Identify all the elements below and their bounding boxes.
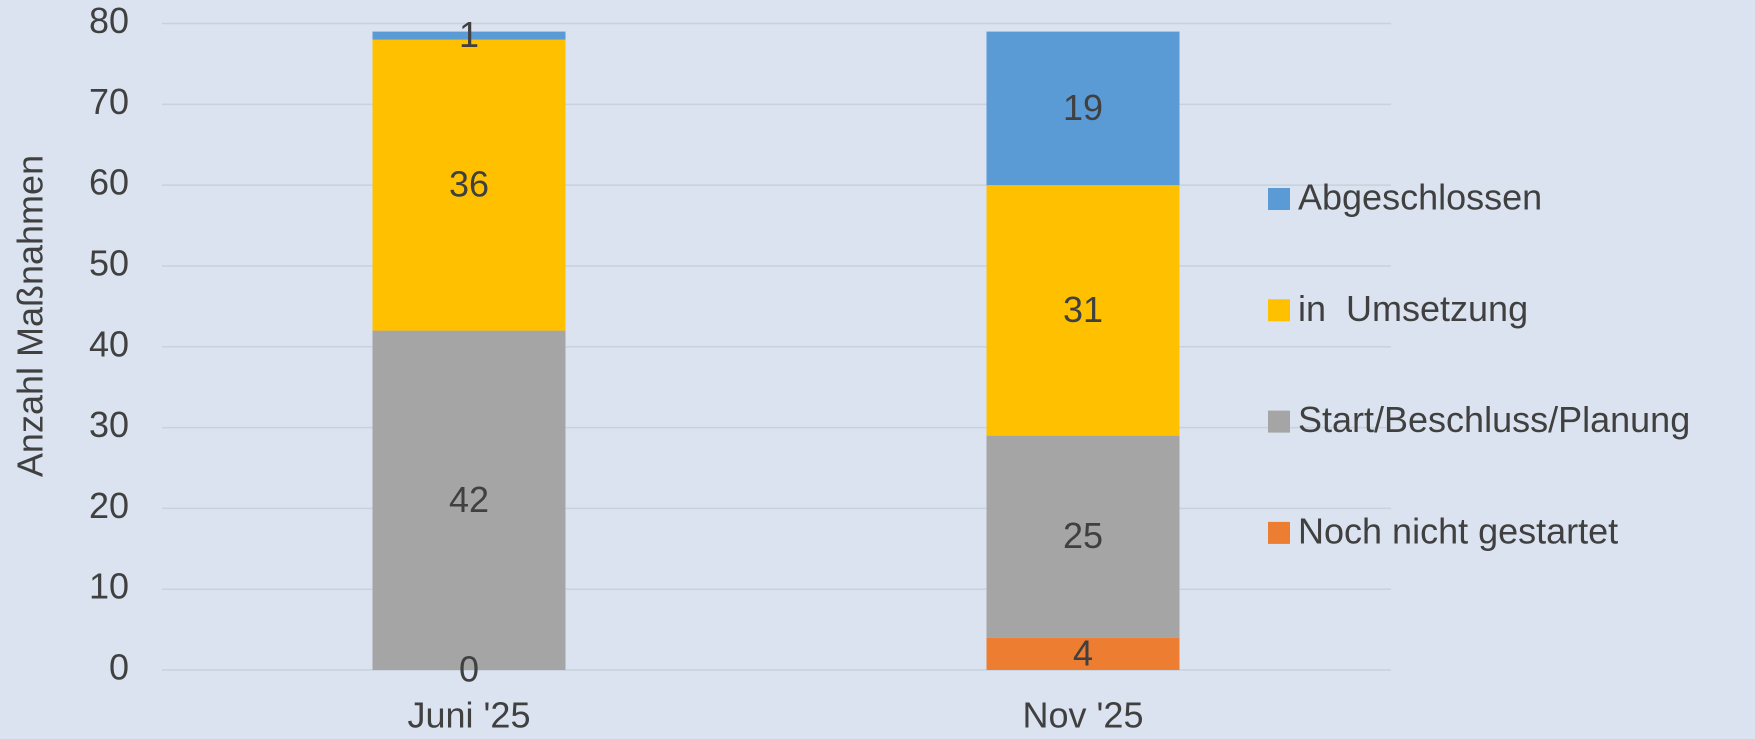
legend-swatch [1268, 188, 1290, 210]
bar-segment [986, 435, 1180, 638]
y-tick-label: 80 [89, 0, 129, 41]
data-label: 19 [1063, 87, 1103, 128]
x-tick-label: Nov '25 [1023, 695, 1144, 736]
data-label: 1 [459, 14, 479, 55]
y-tick-label: 0 [109, 647, 129, 688]
data-label: 36 [449, 164, 489, 205]
data-label: 42 [449, 479, 489, 520]
legend-label: Start/Beschluss/Planung [1298, 399, 1690, 440]
legend-label: in Umsetzung [1298, 288, 1528, 329]
bar-segment [372, 330, 566, 670]
data-label: 31 [1063, 289, 1103, 330]
y-tick-label: 10 [89, 566, 129, 607]
data-label: 25 [1063, 515, 1103, 556]
y-tick-label: 50 [89, 242, 129, 283]
y-tick-label: 40 [89, 323, 129, 364]
y-axis-title: Anzahl Maßnahmen [10, 155, 51, 477]
legend-swatch [1268, 410, 1290, 433]
data-label: 4 [1073, 632, 1093, 673]
bar-segment [986, 31, 1180, 186]
y-tick-label: 70 [89, 81, 129, 122]
x-tick-label: Juni '25 [408, 695, 531, 736]
bar-segment [986, 185, 1180, 436]
legend-label: Noch nicht gestartet [1298, 510, 1618, 551]
y-tick-label: 60 [89, 162, 129, 203]
legend-swatch [1268, 299, 1290, 322]
y-tick-label: 30 [89, 404, 129, 445]
legend-swatch [1268, 521, 1290, 544]
data-label: 0 [459, 649, 479, 690]
bar-segment [986, 637, 1180, 670]
bar-segment [372, 31, 566, 40]
legend-label: Abgeschlossen [1298, 177, 1542, 218]
y-tick-label: 20 [89, 485, 129, 526]
bar-segment [372, 39, 566, 331]
